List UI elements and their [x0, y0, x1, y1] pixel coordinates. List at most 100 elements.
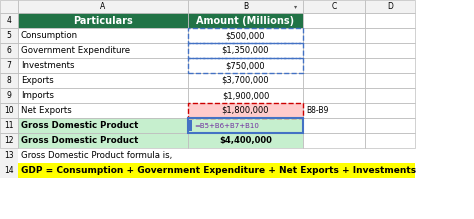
- Bar: [0, 73, 18, 88]
- Bar: [0, 28, 18, 43]
- Bar: [303, 133, 365, 148]
- Bar: [188, 88, 303, 103]
- Text: $500,000: $500,000: [226, 31, 265, 40]
- Bar: [0, 163, 18, 178]
- Bar: [18, 13, 188, 28]
- Bar: [188, 118, 303, 133]
- Bar: [188, 28, 303, 43]
- Bar: [18, 118, 188, 133]
- Text: 6: 6: [7, 46, 11, 55]
- Bar: [0, 28, 18, 43]
- Bar: [0, 88, 18, 103]
- Bar: [188, 133, 303, 148]
- Bar: [365, 28, 415, 43]
- Bar: [188, 73, 303, 88]
- Bar: [18, 28, 188, 43]
- Bar: [18, 58, 188, 73]
- Bar: [303, 43, 365, 58]
- Text: 12: 12: [4, 136, 14, 145]
- Text: 13: 13: [4, 151, 14, 160]
- Bar: [303, 118, 365, 133]
- Bar: [365, 103, 415, 118]
- Text: 5: 5: [7, 31, 11, 40]
- Bar: [0, 148, 18, 163]
- Text: Gross Domestic Product: Gross Domestic Product: [21, 121, 138, 130]
- Text: $1,800,000: $1,800,000: [222, 106, 269, 115]
- Bar: [365, 118, 415, 133]
- Bar: [18, 88, 188, 103]
- Bar: [0, 133, 18, 148]
- Text: Gross Domestic Product: Gross Domestic Product: [21, 136, 138, 145]
- Bar: [18, 103, 188, 118]
- Bar: [303, 58, 365, 73]
- Bar: [0, 58, 18, 73]
- Bar: [188, 0, 303, 13]
- Bar: [303, 133, 365, 148]
- Bar: [365, 43, 415, 58]
- Bar: [0, 43, 18, 58]
- Bar: [188, 43, 303, 58]
- Text: ▾: ▾: [294, 4, 298, 9]
- Bar: [188, 58, 303, 73]
- Bar: [365, 103, 415, 118]
- Bar: [303, 103, 365, 118]
- Text: =B5+B6+B7+B10: =B5+B6+B7+B10: [194, 122, 259, 129]
- Text: 14: 14: [4, 166, 14, 175]
- Bar: [365, 0, 415, 13]
- Text: $3,700,000: $3,700,000: [222, 76, 269, 85]
- Text: D: D: [387, 2, 393, 11]
- Bar: [365, 133, 415, 148]
- Text: $1,350,000: $1,350,000: [222, 46, 269, 55]
- Text: 11: 11: [4, 121, 14, 130]
- Bar: [365, 13, 415, 28]
- Bar: [188, 13, 303, 28]
- Text: 9: 9: [7, 91, 11, 100]
- Text: A: A: [100, 2, 106, 11]
- Bar: [0, 118, 18, 133]
- Bar: [365, 73, 415, 88]
- Bar: [0, 13, 18, 28]
- Bar: [0, 103, 18, 118]
- Bar: [0, 43, 18, 58]
- Bar: [188, 103, 303, 118]
- Bar: [18, 103, 188, 118]
- Bar: [303, 88, 365, 103]
- Text: 4: 4: [7, 16, 11, 25]
- Bar: [188, 43, 303, 58]
- Bar: [18, 13, 188, 28]
- Text: 7: 7: [7, 61, 11, 70]
- Bar: [303, 0, 365, 13]
- Bar: [188, 120, 192, 131]
- Bar: [365, 118, 415, 133]
- Bar: [303, 43, 365, 58]
- Bar: [0, 103, 18, 118]
- Bar: [18, 73, 188, 88]
- Bar: [0, 58, 18, 73]
- Bar: [303, 103, 365, 118]
- Bar: [188, 133, 303, 148]
- Bar: [0, 88, 18, 103]
- Text: GDP = Consumption + Government Expenditure + Net Exports + Investments: GDP = Consumption + Government Expenditu…: [21, 166, 416, 175]
- Bar: [188, 0, 303, 13]
- Bar: [303, 58, 365, 73]
- Bar: [0, 0, 18, 13]
- Text: Amount (Millions): Amount (Millions): [196, 16, 294, 25]
- Bar: [365, 0, 415, 13]
- Bar: [0, 133, 18, 148]
- Bar: [188, 58, 303, 73]
- Text: Net Exports: Net Exports: [21, 106, 72, 115]
- Bar: [188, 103, 303, 118]
- Bar: [18, 43, 188, 58]
- Bar: [188, 13, 303, 28]
- Text: 10: 10: [4, 106, 14, 115]
- Bar: [0, 13, 18, 28]
- Text: B: B: [243, 2, 248, 11]
- Bar: [365, 73, 415, 88]
- Bar: [0, 73, 18, 88]
- Bar: [188, 118, 303, 133]
- Bar: [18, 28, 188, 43]
- Bar: [0, 0, 18, 13]
- Text: Gross Domestic Product formula is,: Gross Domestic Product formula is,: [21, 151, 172, 160]
- Bar: [303, 13, 365, 28]
- Bar: [365, 88, 415, 103]
